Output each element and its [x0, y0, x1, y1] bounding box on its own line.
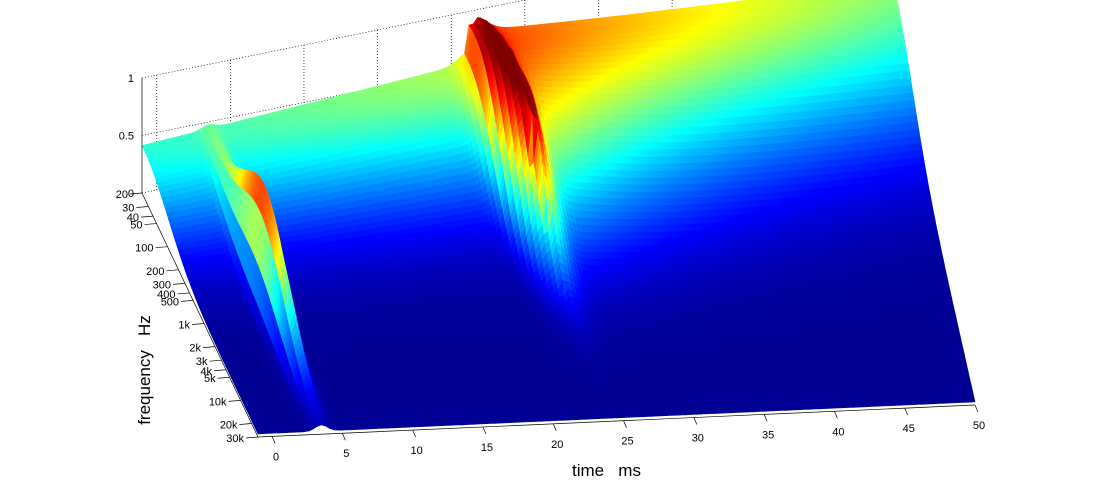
surface-patch [918, 157, 925, 165]
surface-patch [901, 48, 908, 57]
surface-patch [911, 114, 918, 124]
surface-patch [896, 21, 903, 29]
surface-patch [907, 85, 914, 94]
surface-patch [899, 41, 907, 50]
surface-patch [917, 150, 924, 159]
surface-patch [894, 8, 901, 16]
surface-patch [892, 2, 900, 10]
surface-patch [916, 143, 923, 152]
surface-patch [914, 129, 921, 138]
surface-patch [919, 163, 927, 172]
surface-patch [895, 14, 902, 23]
surface-patch [905, 77, 913, 87]
surface-patch [898, 34, 906, 43]
surface-patch [921, 170, 928, 179]
surface-patch [902, 55, 909, 65]
surface-patch [915, 136, 922, 145]
surface-patch [904, 70, 911, 79]
surface-patch [908, 92, 915, 102]
surface-patch [909, 99, 916, 109]
surface-patch [897, 27, 904, 36]
surface-patch [912, 121, 920, 131]
surface-patch [903, 62, 910, 72]
surface-patch [910, 107, 917, 116]
surface-layer [141, 0, 976, 435]
